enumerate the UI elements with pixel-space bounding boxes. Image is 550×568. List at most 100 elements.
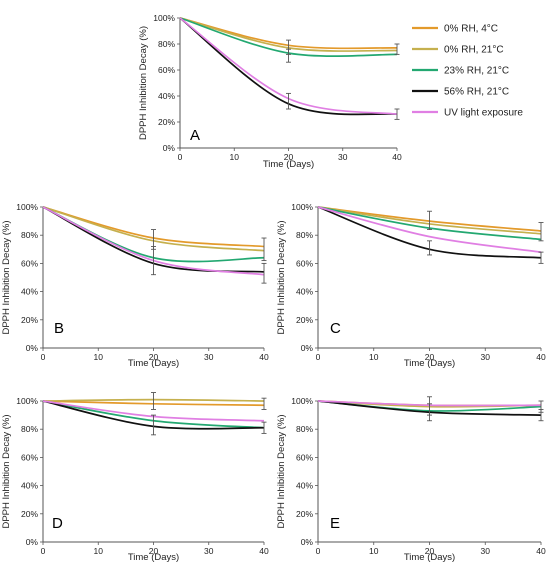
y-tick-label: 100%: [16, 396, 38, 406]
y-tick-label: 0%: [163, 143, 176, 153]
error-bar: [394, 43, 400, 55]
y-tick-label: 80%: [158, 39, 175, 49]
legend-item: UV light exposure: [412, 108, 523, 119]
y-tick-label: 60%: [158, 65, 175, 75]
x-axis-title: Time (Days): [404, 358, 455, 369]
y-tick-label: 60%: [21, 258, 38, 268]
legend-label: 23% RH, 21°C: [444, 66, 509, 77]
x-tick-label: 40: [536, 352, 546, 362]
legend-label: 0% RH, 21°C: [444, 45, 504, 56]
x-tick-label: 30: [481, 352, 491, 362]
panel-b: 0% 20% 40% 60% 80% 100% 0 10 20 30 40 Time (Days) DP…: [1, 202, 269, 369]
panel-d: 0% 20% 40% 60% 80% 100% 0 10 20 30 40 Time (Days) DP…: [1, 392, 269, 563]
y-tick-label: 40%: [296, 287, 313, 297]
x-tick-label: 30: [481, 546, 491, 556]
error-bar: [538, 222, 544, 242]
error-bar: [538, 251, 544, 264]
error-bar: [261, 421, 267, 434]
y-tick-label: 60%: [21, 452, 38, 462]
x-tick-label: 40: [536, 546, 546, 556]
x-tick-label: 40: [392, 152, 402, 162]
error-bar: [151, 414, 156, 436]
y-tick-label: 80%: [296, 230, 313, 240]
x-tick-label: 0: [316, 546, 321, 556]
y-tick-label: 80%: [21, 424, 38, 434]
panel-label: A: [190, 127, 200, 144]
error-bar: [427, 210, 432, 231]
panel-label: B: [54, 320, 64, 337]
y-tick-label: 20%: [21, 315, 38, 325]
x-tick-label: 20: [149, 352, 159, 362]
y-tick-label: 20%: [21, 509, 38, 519]
legend-item: 0% RH, 4°C: [412, 24, 498, 35]
y-tick-label: 60%: [296, 452, 313, 462]
series-line-uv-light-exposure: [317, 206, 542, 253]
y-tick-label: 60%: [296, 258, 313, 268]
y-axis-title: DPPH Inhibition Decay (%): [1, 414, 12, 528]
x-tick-label: 10: [230, 152, 240, 162]
legend-label: 56% RH, 21°C: [444, 87, 509, 98]
y-tick-label: 20%: [296, 509, 313, 519]
x-tick-label: 0: [41, 546, 46, 556]
legend-label: 0% RH, 4°C: [444, 24, 498, 35]
x-tick-label: 40: [259, 352, 269, 362]
legend-item: 0% RH, 21°C: [412, 45, 504, 56]
y-tick-label: 0%: [26, 343, 39, 353]
legend: 0% RH, 4°C 0% RH, 21°C 23% RH, 21°C 56% RH,…: [412, 24, 523, 119]
x-axis-title: Time (Days): [263, 159, 314, 170]
y-tick-label: 40%: [21, 481, 38, 491]
x-tick-label: 30: [204, 352, 214, 362]
y-tick-label: 40%: [296, 481, 313, 491]
y-tick-label: 100%: [16, 202, 38, 212]
x-axis-title: Time (Days): [128, 552, 179, 563]
x-tick-label: 10: [369, 546, 379, 556]
error-bar: [151, 392, 156, 410]
x-tick-label: 40: [259, 546, 269, 556]
y-tick-label: 20%: [296, 315, 313, 325]
panel-label: E: [330, 515, 340, 532]
error-bar: [261, 397, 267, 410]
y-tick-label: 0%: [301, 343, 314, 353]
x-tick-label: 0: [41, 352, 46, 362]
panel-label: D: [52, 515, 63, 532]
error-bar: [427, 240, 432, 256]
error-bar: [261, 262, 267, 284]
error-bar: [261, 237, 267, 262]
x-tick-label: 20: [425, 546, 435, 556]
panel-c: 0% 20% 40% 60% 80% 100% 0 10 20 30 40 Time (Days) DP…: [276, 202, 546, 369]
x-tick-label: 0: [316, 352, 321, 362]
legend-label: UV light exposure: [444, 108, 523, 119]
y-tick-label: 100%: [153, 13, 175, 23]
y-tick-label: 80%: [296, 424, 313, 434]
y-axis-title: DPPH Inhibition Decay (%): [276, 220, 287, 334]
panel-e: 0% 20% 40% 60% 80% 100% 0 10 20 30 40 Time (Days) DP…: [276, 396, 546, 563]
y-tick-label: 0%: [26, 537, 39, 547]
y-axis-title: DPPH Inhibition Decay (%): [276, 414, 287, 528]
error-bar: [538, 409, 544, 422]
y-tick-label: 80%: [21, 230, 38, 240]
x-tick-label: 30: [204, 546, 214, 556]
y-axis-title: DPPH Inhibition Decay (%): [1, 220, 12, 334]
error-bar: [394, 108, 400, 120]
x-axis-title: Time (Days): [404, 552, 455, 563]
y-tick-label: 40%: [158, 91, 175, 101]
legend-item: 23% RH, 21°C: [412, 66, 509, 77]
x-tick-label: 10: [369, 352, 379, 362]
legend-item: 56% RH, 21°C: [412, 87, 509, 98]
x-tick-label: 30: [338, 152, 348, 162]
error-bar: [286, 92, 291, 110]
x-tick-label: 20: [425, 352, 435, 362]
panel-a: 0% 20% 40% 60% 80% 100% 0 10 20 30 40 Time (Days) DP…: [138, 13, 402, 170]
y-tick-label: 100%: [291, 202, 313, 212]
y-tick-label: 40%: [21, 287, 38, 297]
x-tick-label: 10: [94, 352, 104, 362]
x-tick-label: 20: [284, 152, 294, 162]
x-tick-label: 0: [178, 152, 183, 162]
panel-label: C: [330, 320, 341, 337]
y-tick-label: 20%: [158, 117, 175, 127]
error-bar: [151, 246, 156, 276]
y-axis-title: DPPH Inhibition Decay (%): [138, 26, 149, 140]
x-tick-label: 20: [149, 546, 159, 556]
x-tick-label: 10: [94, 546, 104, 556]
